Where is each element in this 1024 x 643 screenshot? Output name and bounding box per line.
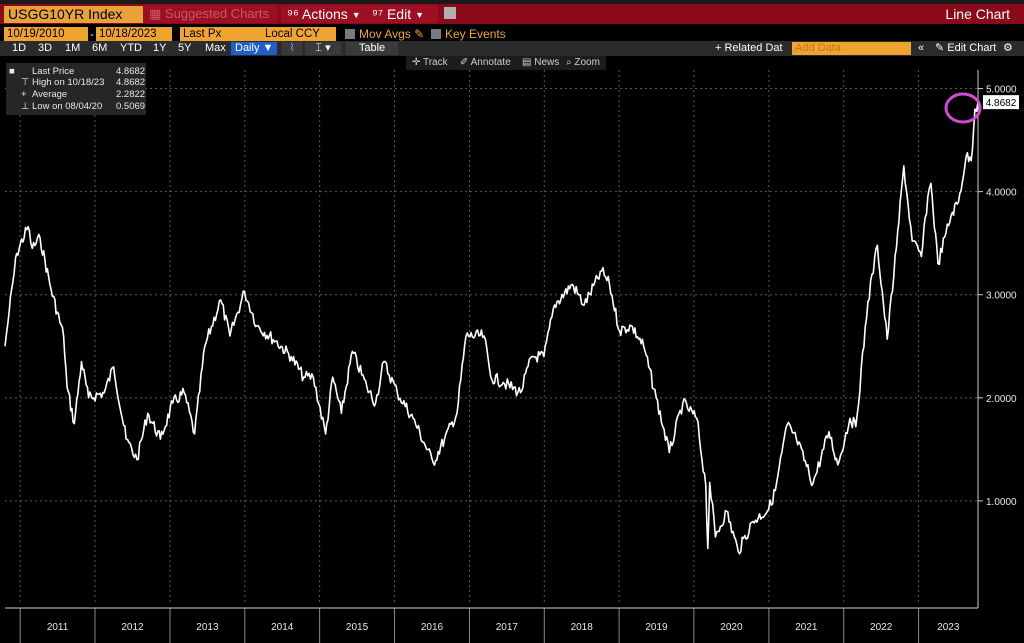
legend-high-value: 4.8682 — [116, 77, 146, 88]
legend-marker-high: ⊤ — [21, 77, 30, 88]
period-3d[interactable]: 3D — [38, 42, 53, 54]
key-events-label[interactable]: Key Events — [445, 27, 506, 41]
y-tick-label: 5.0000 — [986, 85, 1017, 96]
legend-avg-label: Average — [32, 89, 68, 100]
pencil-icon: ✎ — [414, 27, 425, 41]
mov-avgs-label[interactable]: Mov Avgs ✎ — [359, 27, 425, 41]
chevron-down-icon: ▾ — [325, 42, 331, 54]
checkbox-icon[interactable] — [444, 7, 456, 19]
x-tick-label: 2013 — [196, 622, 219, 633]
period-5y[interactable]: 5Y — [178, 42, 192, 54]
related-data-button[interactable]: + Related Dat — [715, 42, 783, 54]
news-tool[interactable]: ▤ News — [522, 57, 560, 68]
legend-marker-low: ⊥ — [21, 101, 30, 112]
x-tick-label: 2014 — [271, 622, 294, 633]
period-6m[interactable]: 6M — [92, 42, 108, 54]
legend-last-value: 4.8682 — [116, 66, 146, 77]
date-separator: - — [90, 27, 94, 41]
period-ytd[interactable]: YTD — [120, 42, 142, 54]
chevron-down-icon: ▼ — [351, 10, 361, 21]
y-tick-label: 4.0000 — [986, 188, 1017, 199]
table-button[interactable]: Table — [346, 42, 398, 55]
grid-lines — [5, 70, 978, 604]
start-date-field[interactable]: 10/19/2010 — [4, 27, 88, 41]
add-data-input[interactable]: Add Data — [792, 42, 911, 55]
mov-avgs-checkbox[interactable] — [345, 29, 355, 39]
x-tick-label: 2021 — [795, 622, 818, 633]
x-tick-label: 2018 — [571, 622, 594, 633]
track-tool[interactable]: ✛ Track — [412, 57, 448, 68]
key-events-checkbox[interactable] — [431, 29, 441, 39]
x-tick-label: 2012 — [121, 622, 144, 633]
last-value-label-group: 4.8682 — [983, 95, 1019, 110]
legend-box: ■ Last Price 4.8682 ⊤ High on 10/18/23 4… — [6, 63, 146, 115]
x-tick-label: 2020 — [720, 622, 743, 633]
crosshair-icon: ✛ — [412, 57, 423, 68]
y-tick-label: 1.0000 — [986, 497, 1017, 508]
period-max[interactable]: Max — [205, 42, 226, 54]
edit-chart-button[interactable]: ✎ Edit Chart — [935, 42, 997, 54]
news-icon: ▤ — [522, 57, 535, 68]
period-1d[interactable]: 1D — [12, 42, 27, 54]
field-selector[interactable]: Last Px — [180, 27, 262, 41]
x-tick-label: 2019 — [645, 622, 668, 633]
legend-low-value: 0.5069 — [116, 101, 146, 112]
suggested-charts-label: Suggested Charts — [164, 6, 269, 21]
legend-marker-avg: + — [21, 89, 27, 100]
window-top-strip — [0, 0, 1024, 4]
legend-low-label: Low on 08/04/20 — [32, 101, 103, 112]
frequency-selector[interactable]: Daily ▼ — [231, 42, 278, 55]
x-tick-label: 2017 — [496, 622, 519, 633]
suggested-charts-button[interactable]: ▦ Suggested Charts — [143, 5, 277, 23]
axes: 1.0000 2.0000 3.0000 4.0000 5.0000 2011 2012 20… — [5, 70, 1017, 643]
chart-style-menu[interactable]: ⌶ ▾ — [305, 42, 341, 55]
x-tick-label: 2015 — [346, 622, 369, 633]
legend-high-label: High on 10/18/23 — [32, 77, 105, 88]
pen-icon: ✐ — [460, 57, 471, 68]
actions-icon: ⁹⁶ — [287, 6, 302, 22]
annotate-tool[interactable]: ✐ Annotate — [460, 57, 511, 68]
plus-icon: + — [715, 42, 725, 54]
edit-icon: ⁹⁷ — [372, 6, 387, 22]
line-style-icon[interactable]: ⌇ — [282, 42, 302, 55]
security-ticker-field[interactable]: USGG10YR Index — [4, 6, 147, 23]
chevron-down-icon: ▼ — [415, 10, 424, 21]
chart-icon: ▦ — [149, 6, 165, 21]
last-value-box — [983, 95, 1019, 110]
zoom-tool[interactable]: ⌕ Zoom — [566, 57, 600, 68]
y-tick-label: 2.0000 — [986, 394, 1017, 405]
collapse-icon[interactable]: « — [918, 42, 925, 54]
magnifier-icon: ⌕ — [566, 57, 575, 68]
series-line — [4, 101, 979, 555]
actions-label: Actions — [301, 6, 348, 22]
end-date-field[interactable]: 10/18/2023 — [96, 27, 172, 41]
x-tick-label: 2022 — [870, 622, 893, 633]
legend-marker-last: ■ — [9, 66, 15, 77]
tool-strip — [406, 56, 606, 70]
bars-icon: ⌶ — [315, 42, 322, 54]
last-value-label: 4.8682 — [986, 98, 1017, 109]
y-tick-label: 3.0000 — [986, 291, 1017, 302]
legend-avg-value: 2.2822 — [116, 89, 146, 100]
chevron-down-icon: ▼ — [262, 42, 274, 54]
period-1m[interactable]: 1M — [65, 42, 81, 54]
actions-menu[interactable]: ⁹⁶ Actions ▼ — [281, 5, 371, 23]
highlight-circle — [944, 92, 982, 124]
pencil-icon: ✎ — [935, 42, 948, 54]
period-1y[interactable]: 1Y — [153, 42, 167, 54]
x-tick-label: 2011 — [47, 622, 69, 633]
gear-icon[interactable]: ⚙ — [1003, 42, 1013, 54]
edit-label: Edit — [386, 6, 412, 22]
chart-type-label: Line Chart — [945, 6, 1010, 22]
currency-selector[interactable]: Local CCY — [262, 27, 336, 41]
edit-menu[interactable]: ⁹⁷ Edit ▼ — [366, 5, 438, 23]
legend-last-label: Last Price — [32, 66, 75, 77]
x-tick-label: 2023 — [937, 622, 960, 633]
x-tick-label: 2016 — [421, 622, 444, 633]
